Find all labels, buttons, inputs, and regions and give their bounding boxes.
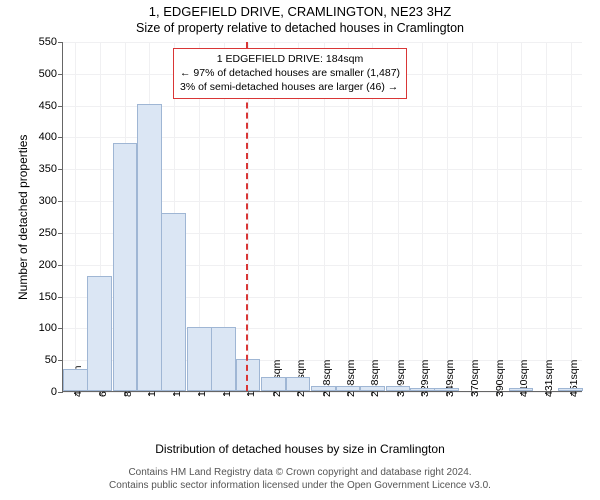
footer-line-2: Contains public sector information licen… <box>0 479 600 492</box>
xtick-label: 329sqm <box>419 360 431 397</box>
histogram-bar <box>386 386 411 391</box>
x-axis-label: Distribution of detached houses by size … <box>0 442 600 456</box>
address-title: 1, EDGEFIELD DRIVE, CRAMLINGTON, NE23 3H… <box>0 4 600 19</box>
histogram-bar <box>137 104 162 391</box>
xtick-label: 268sqm <box>345 360 357 397</box>
histogram-bar <box>87 276 112 391</box>
xtick-label: 370sqm <box>469 360 481 397</box>
ytick-label: 300 <box>39 195 63 207</box>
histogram-bar <box>236 359 261 391</box>
gridline-v <box>521 42 522 391</box>
histogram-bar <box>509 388 534 391</box>
histogram-bar <box>434 388 459 391</box>
histogram-bar <box>410 388 435 391</box>
xtick-label: 451sqm <box>568 360 580 397</box>
y-axis-label: Number of detached properties <box>16 135 30 300</box>
annotation-line-2: ← 97% of detached houses are smaller (1,… <box>180 66 400 80</box>
xtick-label: 390sqm <box>494 360 506 397</box>
plot-area: 05010015020025030035040045050055044sqm64… <box>62 42 582 392</box>
ytick-label: 400 <box>39 131 63 143</box>
histogram-bar <box>360 386 385 391</box>
xtick-label: 288sqm <box>369 360 381 397</box>
ytick-label: 500 <box>39 68 63 80</box>
ytick-label: 50 <box>45 354 63 366</box>
histogram-bar <box>113 143 138 391</box>
gridline-v <box>472 42 473 391</box>
histogram-bar <box>261 377 286 391</box>
xtick-label: 248sqm <box>321 360 333 397</box>
histogram-bar <box>311 386 336 391</box>
gridline-v <box>422 42 423 391</box>
ytick-label: 250 <box>39 227 63 239</box>
histogram-bar <box>286 377 311 391</box>
gridline-h <box>63 42 582 43</box>
xtick-label: 410sqm <box>518 360 530 397</box>
attribution-footer: Contains HM Land Registry data © Crown c… <box>0 466 600 492</box>
xtick-label: 431sqm <box>543 360 555 397</box>
chart-subtitle: Size of property relative to detached ho… <box>0 21 600 35</box>
histogram-bar <box>161 213 186 391</box>
ytick-label: 350 <box>39 163 63 175</box>
footer-line-1: Contains HM Land Registry data © Crown c… <box>0 466 600 479</box>
gridline-v <box>447 42 448 391</box>
gridline-v <box>571 42 572 391</box>
xtick-label: 309sqm <box>395 360 407 397</box>
ytick-label: 200 <box>39 259 63 271</box>
figure: { "header": { "address_line": "1, EDGEFI… <box>0 0 600 500</box>
histogram-bar <box>558 388 583 391</box>
annotation-line-1: 1 EDGEFIELD DRIVE: 184sqm <box>180 52 400 66</box>
ytick-label: 0 <box>51 386 63 398</box>
ytick-label: 150 <box>39 291 63 303</box>
histogram-bar <box>187 327 212 391</box>
gridline-v <box>497 42 498 391</box>
histogram-bar <box>211 327 236 391</box>
annotation-line-3: 3% of semi-detached houses are larger (4… <box>180 80 400 94</box>
gridline-v <box>546 42 547 391</box>
gridline-v <box>75 42 76 391</box>
xtick-label: 349sqm <box>444 360 456 397</box>
histogram-bar <box>336 386 361 391</box>
ytick-label: 550 <box>39 36 63 48</box>
ytick-label: 100 <box>39 322 63 334</box>
annotation-box: 1 EDGEFIELD DRIVE: 184sqm ← 97% of detac… <box>173 48 407 99</box>
ytick-label: 450 <box>39 100 63 112</box>
histogram-bar <box>63 369 88 391</box>
